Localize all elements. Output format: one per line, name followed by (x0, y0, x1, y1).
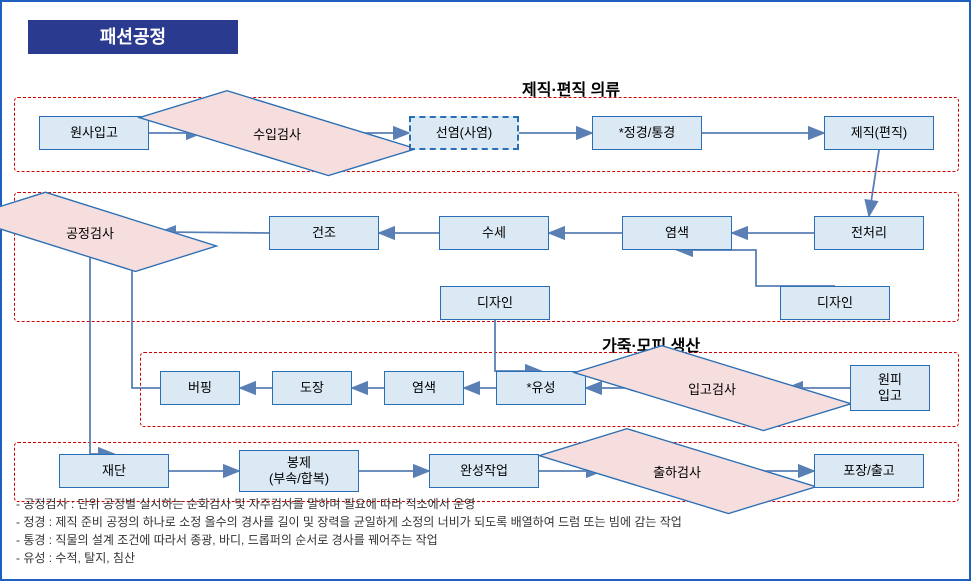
node-n_buff: 버핑 (160, 371, 240, 405)
node-n_ship: 포장/출고 (814, 454, 924, 488)
footnotes: 공정검사 : 단위 공정별 실시하는 순회검사 및 자주검사를 말하며 필요에 … (16, 495, 682, 567)
node-label: 공정검사 (20, 210, 160, 254)
node-n_hide_in: 원피 입고 (850, 365, 930, 411)
node-n_design1: 디자인 (440, 286, 550, 320)
node-n_cut: 재단 (59, 454, 169, 488)
node-n_finish: 완성작업 (429, 454, 539, 488)
node-n_in_insp: 입고검사 (637, 365, 787, 411)
footnote-line: 정경 : 제직 준비 공정의 하나로 소정 올수의 경사를 길이 및 장력을 균… (16, 513, 682, 531)
group-label: 제직·편직 의류 (522, 76, 620, 100)
node-n_raw_in: 원사입고 (39, 116, 149, 150)
footnote-line: 유성 : 수적, 탈지, 침산 (16, 549, 682, 567)
diagram-title: 패션공정 (28, 20, 238, 54)
node-n_proc_insp: 공정검사 (20, 210, 160, 254)
node-n_dry: 건조 (269, 216, 379, 250)
node-n_warp: *정경/통경 (592, 116, 702, 150)
node-n_import: 수입검사 (202, 110, 352, 156)
node-n_dye2: 염색 (384, 371, 464, 405)
node-n_weave: 제직(편직) (824, 116, 934, 150)
node-label: 입고검사 (637, 365, 787, 411)
node-n_wash: 수세 (439, 216, 549, 250)
footnote-line: 공정검사 : 단위 공정별 실시하는 순회검사 및 자주검사를 말하며 필요에 … (16, 495, 682, 513)
node-n_dye1: 염색 (622, 216, 732, 250)
node-n_pre_dye: 선염(사염) (409, 116, 519, 150)
node-n_sew: 봉제 (부속/합복) (239, 450, 359, 492)
footnote-line: 통경 : 직물의 설계 조건에 따라서 종광, 바디, 드롭퍼의 순서로 경사를… (16, 531, 682, 549)
diagram-frame: 패션공정 제직·편직 의류가죽·모피 생산 원사입고수입검사선염(사염)*정경/… (0, 0, 971, 581)
node-n_out_insp: 출하검사 (602, 448, 752, 494)
node-n_pretreat: 전처리 (814, 216, 924, 250)
node-n_oil: *유성 (496, 371, 586, 405)
node-n_paint: 도장 (272, 371, 352, 405)
node-label: 수입검사 (202, 110, 352, 156)
node-n_design2: 디자인 (780, 286, 890, 320)
node-label: 출하검사 (602, 448, 752, 494)
